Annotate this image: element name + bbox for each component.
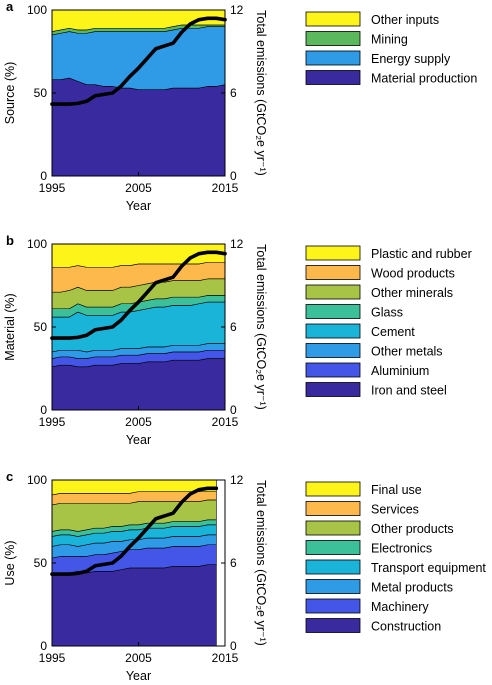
y2-tick-label: 0 [230,403,237,417]
legend-swatch-metal-products [305,579,361,594]
y-tick-label: 100 [27,473,47,487]
legend-swatch-machinery [305,598,361,614]
legend-label-material-production: Material production [371,72,477,86]
y2-tick-label: 12 [230,473,244,487]
area-energy-supply [51,26,226,90]
y-tick-label: 0 [40,639,47,653]
stacked-areas [51,9,226,177]
y-tick-label: 0 [40,403,47,417]
y2-tick-label: 6 [230,320,237,334]
legend-label-construction: Construction [371,620,441,634]
x-tick-label: 1995 [39,651,66,665]
legend-swatch-other-minerals [305,284,361,300]
legend-label-mining: Mining [371,33,408,47]
panel-b: b 0 50 100 0 6 12 1995 2005 2015 Year Material (%) T… [3,233,472,447]
y-tick-label: 0 [40,169,47,183]
legend-swatch-construction [305,618,361,633]
legend-swatch-iron-and-steel [305,382,361,397]
y2-tick-label: 12 [230,3,244,17]
legend-label-machinery: Machinery [371,600,429,614]
y2-axis-label: Total emissions (GtCO₂e yr⁻¹) [254,10,268,176]
y2-axis-label: Total emissions (GtCO₂e yr⁻¹) [254,480,268,646]
legend-swatch-material-production [305,70,361,85]
panel-label-b: b [6,233,14,248]
emissions-line [50,16,227,106]
area-material-production [51,77,226,177]
legend-label-final-use: Final use [371,483,422,497]
y-tick-label: 100 [27,3,47,17]
x-tick-label: 2015 [212,415,239,429]
x-tick-label: 2015 [212,651,239,665]
y-tick-label: 100 [27,237,47,251]
legend-swatch-other-inputs [305,11,361,27]
legend-swatch-other-products [305,520,361,536]
x-tick-label: 1995 [39,415,66,429]
x-tick-label: 2005 [125,181,152,195]
y2-axis-label: Total emissions (GtCO₂e yr⁻¹) [254,244,268,410]
legend-swatch-transport-equipment [305,559,361,575]
emissions-line [50,250,227,340]
legend-label-metal-products: Metal products [371,581,453,595]
legend-swatch-glass [305,304,361,319]
legend: Final use Services Other products Electroni… [305,481,486,634]
y2-tick-label: 12 [230,237,244,251]
x-tick-label: 2005 [125,415,152,429]
x-tick-label: 2015 [212,181,239,195]
emissions-line [50,486,219,576]
legend-swatch-final-use [305,481,361,497]
legend-label-other-metals: Other metals [371,345,443,359]
legend-label-plastic-and-rubber: Plastic and rubber [371,247,472,261]
panel-label-c: c [6,469,13,484]
legend-swatch-mining [305,31,361,46]
legend-swatch-plastic-and-rubber [305,245,361,261]
legend-label-energy-supply: Energy supply [371,52,451,66]
legend: Other inputs Mining Energy supply Material … [305,11,477,86]
legend-swatch-energy-supply [305,50,361,66]
legend-label-cement: Cement [371,325,415,339]
x-tick-label: 2005 [125,651,152,665]
y2-tick-label: 6 [230,556,237,570]
legend-label-other-inputs: Other inputs [371,13,439,27]
panel-a: a 0 50 100 0 6 12 1995 2005 2015 Year Source (%) Tot… [3,0,477,213]
x-tick-label: 1995 [39,181,66,195]
legend-swatch-cement [305,323,361,339]
legend-label-other-products: Other products [371,522,454,536]
y-axis-label: Material (%) [3,293,17,360]
y-tick-label: 50 [34,320,48,334]
legend-label-transport-equipment: Transport equipment [371,561,486,575]
stacked-areas [51,479,217,647]
legend: Plastic and rubber Wood products Other min… [305,245,472,398]
y2-tick-label: 6 [230,86,237,100]
y-tick-label: 50 [34,86,48,100]
legend-label-glass: Glass [371,306,403,320]
stacked-areas [51,243,226,411]
legend-label-iron-and-steel: Iron and steel [371,384,447,398]
panel-c: c 0 50 100 0 6 12 1995 2005 2015 Year Use (%) Total … [3,469,486,683]
legend-label-wood-products: Wood products [371,267,455,281]
legend-label-aluminium: Aluminium [371,364,429,378]
x-axis-label: Year [126,433,151,447]
legend-label-services: Services [371,503,419,517]
x-axis-label: Year [126,199,151,213]
area-construction [51,564,217,647]
y-tick-label: 50 [34,556,48,570]
y2-tick-label: 0 [230,169,237,183]
legend-swatch-services [305,501,361,516]
y-axis-label: Use (%) [3,540,17,585]
legend-swatch-other-metals [305,343,361,358]
y2-tick-label: 0 [230,639,237,653]
legend-swatch-aluminium [305,362,361,378]
legend-label-other-minerals: Other minerals [371,286,453,300]
panel-label-a: a [6,0,14,14]
x-axis-label: Year [126,669,151,683]
legend-swatch-electronics [305,540,361,555]
y-axis-label: Source (%) [3,62,17,125]
legend-label-electronics: Electronics [371,542,432,556]
legend-swatch-wood-products [305,265,361,280]
